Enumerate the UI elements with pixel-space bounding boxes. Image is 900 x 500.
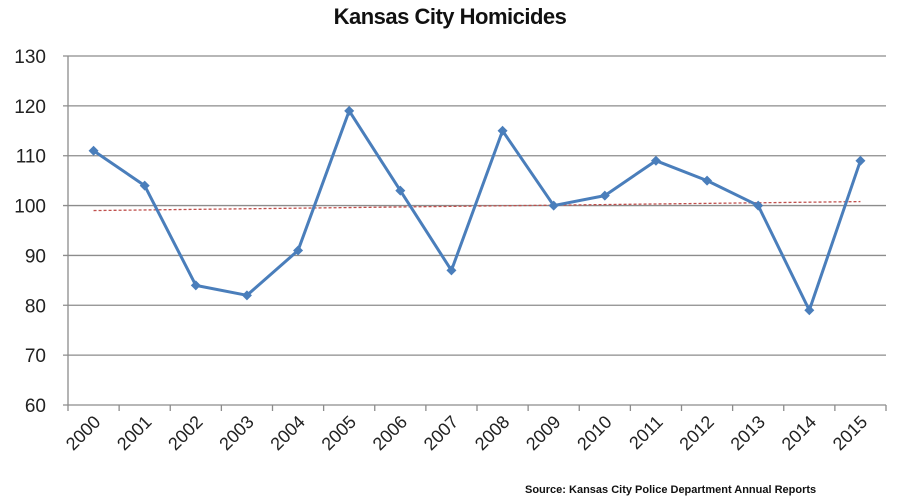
diamond-marker-icon (753, 200, 764, 211)
x-tick-label: 2002 (164, 412, 206, 454)
y-tick-label: 120 (14, 97, 46, 118)
x-tick-label: 2004 (266, 412, 308, 454)
x-tick-label: 2014 (778, 412, 820, 454)
y-tick-label: 100 (14, 197, 46, 218)
diamond-marker-icon (650, 155, 661, 166)
x-tick-label: 2011 (625, 412, 667, 454)
diamond-marker-icon (599, 190, 610, 201)
x-tick-label: 2007 (420, 412, 462, 454)
y-tick-label: 60 (25, 396, 46, 417)
source-note: Source: Kansas City Police Department An… (525, 484, 817, 496)
diamond-marker-icon (548, 200, 559, 211)
diamond-marker-icon (497, 125, 508, 136)
y-tick-label: 90 (25, 246, 46, 267)
x-tick-label: 2003 (215, 412, 257, 454)
diamond-marker-icon (446, 265, 457, 276)
diamond-marker-icon (88, 145, 99, 156)
x-tick-label: 2005 (318, 412, 360, 454)
x-tick-label: 2013 (727, 412, 769, 454)
chart-title: Kansas City Homicides (333, 4, 567, 29)
diamond-marker-icon (190, 280, 201, 291)
trend-line (93, 200, 861, 212)
x-tick-label: 2000 (62, 412, 104, 454)
gridlines (63, 55, 886, 406)
series-line (92, 109, 862, 312)
y-tick-label: 130 (14, 47, 46, 68)
diamond-marker-icon (804, 305, 815, 316)
diamond-marker-icon (855, 155, 866, 166)
x-tick-label: 2012 (675, 412, 717, 454)
y-tick-label: 110 (16, 147, 46, 168)
diamond-marker-icon (241, 290, 252, 301)
y-axis-labels: 60 70 80 90 100 110 120 130 (14, 47, 46, 417)
x-tick-label: 2015 (829, 412, 871, 454)
y-tick-label: 80 (25, 296, 46, 317)
x-tick-label: 2008 (471, 412, 513, 454)
y-tick-label: 70 (25, 346, 46, 367)
homicides-series (88, 105, 866, 316)
diamond-marker-icon (293, 245, 304, 256)
x-tick-label: 2009 (522, 412, 564, 454)
diamond-marker-icon (702, 175, 713, 186)
diamond-marker-icon (395, 185, 406, 196)
x-tick-label: 2001 (113, 412, 155, 454)
x-tick-label: 2010 (573, 412, 615, 454)
trend-line-path (93, 200, 861, 212)
diamond-marker-icon (139, 180, 150, 191)
diamond-marker-icon (344, 105, 355, 116)
x-tick-label: 2006 (369, 412, 411, 454)
